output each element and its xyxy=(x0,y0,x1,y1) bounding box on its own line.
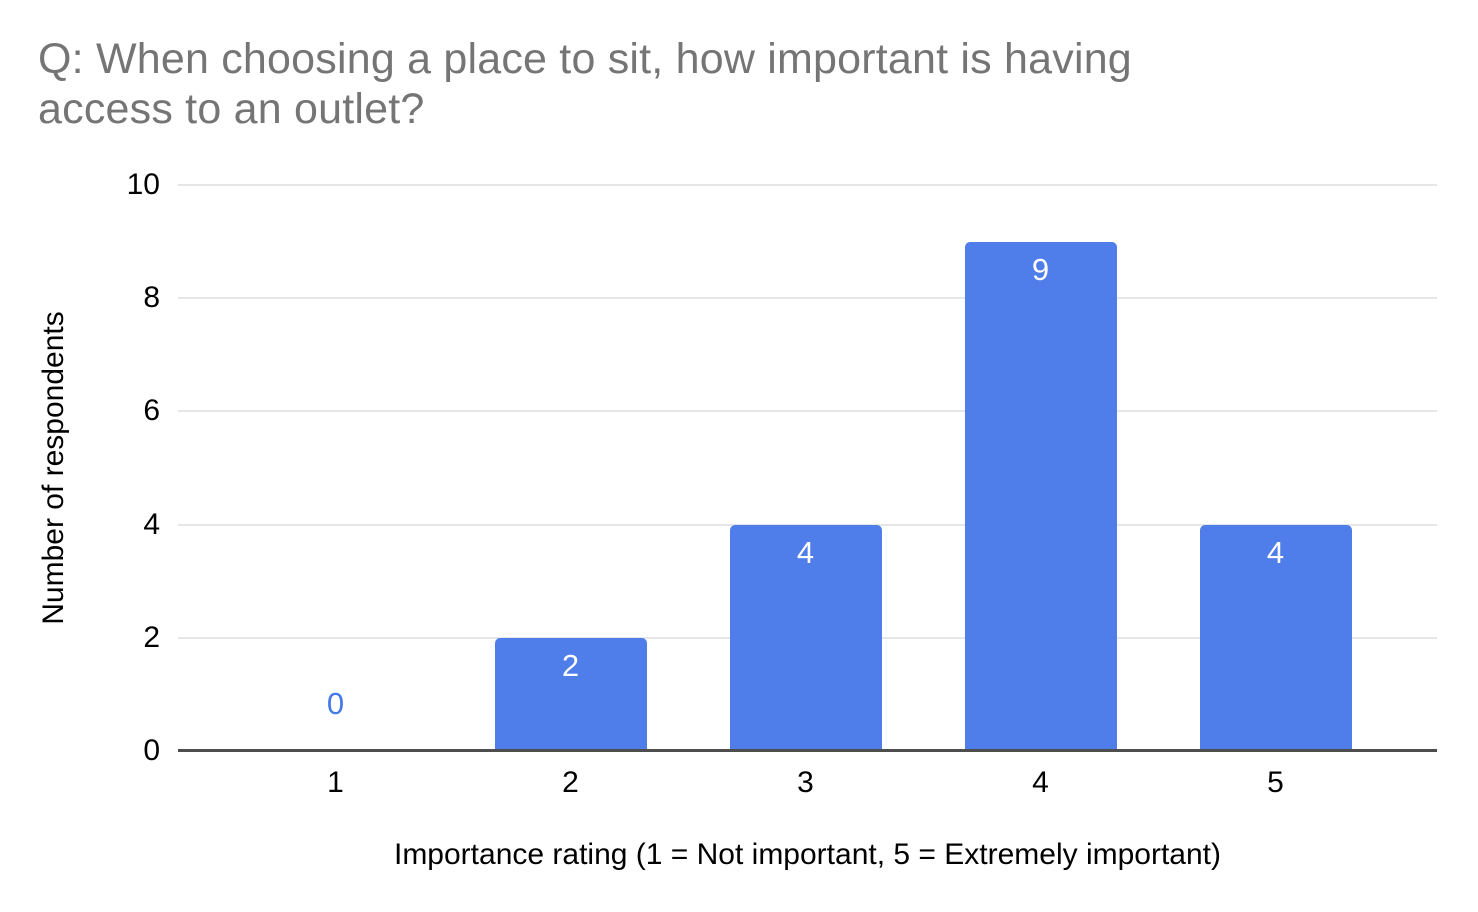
x-tick-label-5: 5 xyxy=(1267,766,1284,799)
bar-value-label-5: 4 xyxy=(1266,534,1285,570)
x-axis-line xyxy=(178,749,1437,752)
y-tick-label-0: 0 xyxy=(143,734,160,767)
bar-value-label-2: 2 xyxy=(561,647,580,683)
y-tick-label-8: 8 xyxy=(143,281,160,315)
gridline-8 xyxy=(178,297,1437,300)
chart-title: Q: When choosing a place to sit, how imp… xyxy=(38,35,1132,133)
x-tick-label-4: 4 xyxy=(1032,766,1049,799)
x-tick-label-3: 3 xyxy=(797,766,814,799)
gridline-10 xyxy=(178,184,1437,186)
x-axis-ticks: 1 2 3 4 5 xyxy=(178,751,1437,801)
bar-value-label-4: 9 xyxy=(1031,251,1050,287)
bar-rating-2[interactable] xyxy=(494,637,647,751)
bar-value-label-1: 0 xyxy=(326,686,345,721)
bar-value-label-3: 4 xyxy=(796,534,815,570)
bar-rating-4[interactable] xyxy=(964,241,1117,751)
bar-rating-5[interactable] xyxy=(1199,524,1352,751)
gridline-6 xyxy=(178,410,1437,413)
y-tick-label-4: 4 xyxy=(143,507,160,541)
y-tick-label-6: 6 xyxy=(143,394,160,428)
y-tick-label-10: 10 xyxy=(126,168,160,201)
x-axis-title: Importance rating (1 = Not important, 5 … xyxy=(393,838,1221,871)
y-tick-label-2: 2 xyxy=(143,620,160,654)
x-tick-label-1: 1 xyxy=(327,766,344,799)
bars-layer: 0 2 4 9 4 xyxy=(178,185,1437,751)
x-tick-label-2: 2 xyxy=(562,766,579,799)
plot-area: 0 2 4 9 4 xyxy=(178,184,1437,752)
y-axis-ticks: 0 2 4 6 8 10 xyxy=(0,169,160,767)
bar-rating-3[interactable] xyxy=(729,524,882,751)
